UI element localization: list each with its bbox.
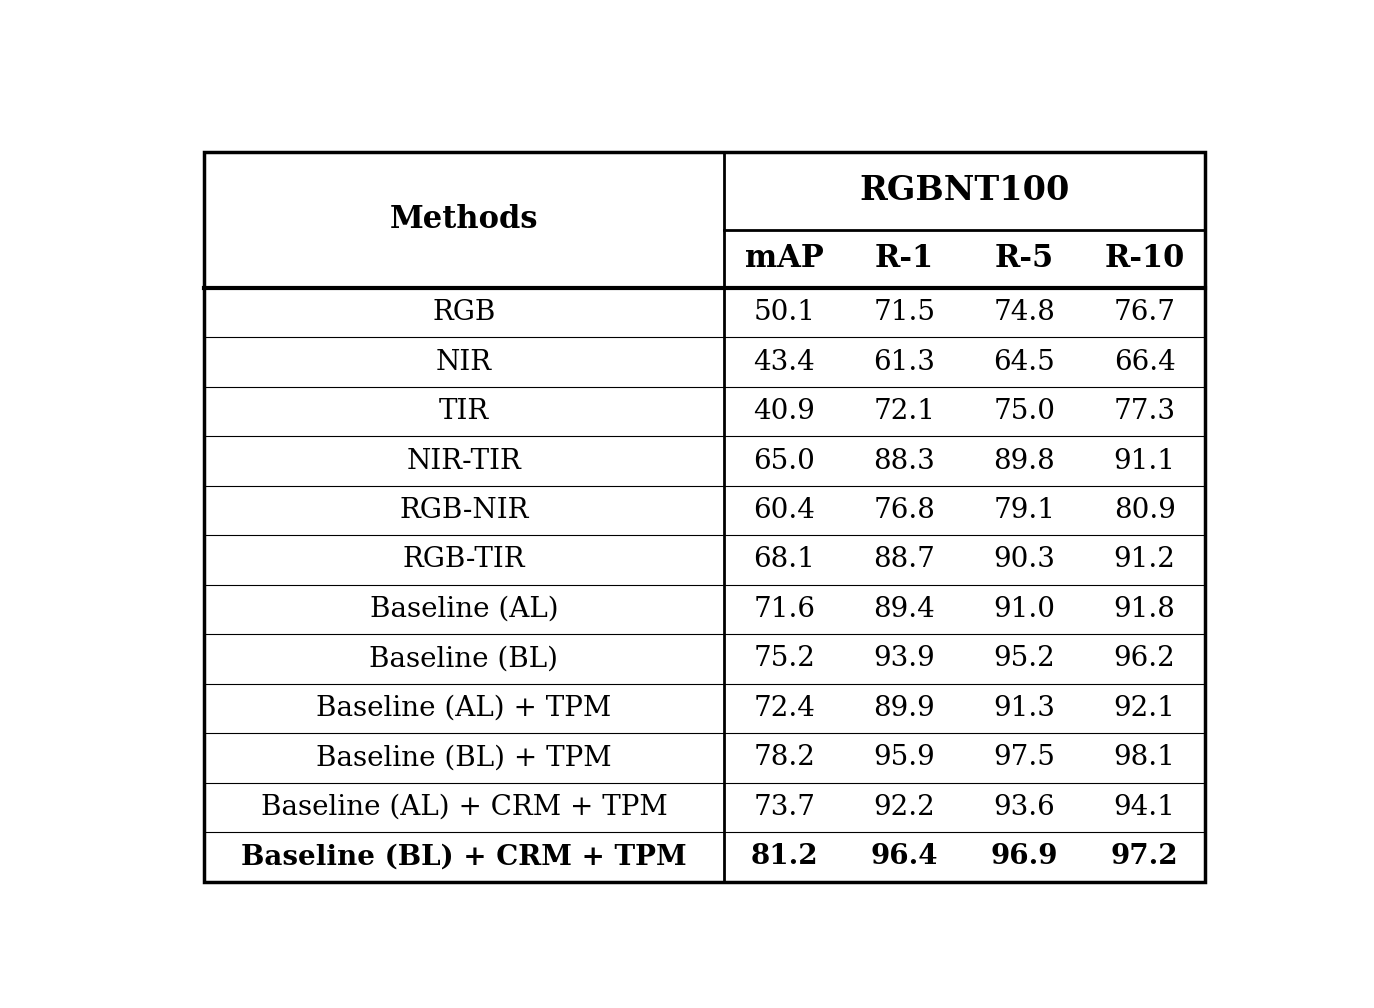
Text: 91.2: 91.2: [1114, 546, 1176, 574]
Text: 92.2: 92.2: [874, 794, 936, 821]
Text: 96.4: 96.4: [871, 844, 938, 870]
Text: Baseline (BL) + TPM: Baseline (BL) + TPM: [316, 744, 611, 771]
Text: 71.6: 71.6: [753, 596, 815, 623]
Text: 50.1: 50.1: [753, 299, 815, 326]
Text: RGB-NIR: RGB-NIR: [400, 497, 529, 524]
Text: 72.4: 72.4: [753, 695, 815, 722]
Text: mAP: mAP: [745, 243, 823, 274]
Text: 91.3: 91.3: [993, 695, 1055, 722]
Text: Baseline (BL) + CRM + TPM: Baseline (BL) + CRM + TPM: [240, 844, 687, 870]
Text: 75.0: 75.0: [993, 398, 1055, 425]
Text: 90.3: 90.3: [993, 546, 1055, 574]
Text: 64.5: 64.5: [993, 349, 1055, 376]
Text: 60.4: 60.4: [753, 497, 815, 524]
Text: 89.4: 89.4: [874, 596, 936, 623]
Text: 89.8: 89.8: [993, 448, 1055, 475]
Text: 96.2: 96.2: [1114, 645, 1176, 672]
Text: Baseline (BL): Baseline (BL): [370, 645, 558, 672]
Text: 75.2: 75.2: [753, 645, 815, 672]
Text: Baseline (AL) + CRM + TPM: Baseline (AL) + CRM + TPM: [261, 794, 668, 821]
Text: 93.9: 93.9: [874, 645, 936, 672]
Text: Methods: Methods: [390, 205, 539, 236]
Text: 68.1: 68.1: [753, 546, 815, 574]
Text: 97.2: 97.2: [1110, 844, 1179, 870]
Text: RGB-TIR: RGB-TIR: [403, 546, 525, 574]
Text: 76.8: 76.8: [874, 497, 936, 524]
Text: 71.5: 71.5: [874, 299, 936, 326]
Text: RGBNT100: RGBNT100: [859, 174, 1069, 208]
Text: 76.7: 76.7: [1113, 299, 1176, 326]
Text: 72.1: 72.1: [874, 398, 936, 425]
Text: 98.1: 98.1: [1114, 744, 1176, 771]
Text: 43.4: 43.4: [753, 349, 815, 376]
Text: 40.9: 40.9: [753, 398, 815, 425]
Text: 95.2: 95.2: [993, 645, 1055, 672]
Text: R-1: R-1: [875, 243, 934, 274]
Text: 91.1: 91.1: [1113, 448, 1176, 475]
Text: 80.9: 80.9: [1114, 497, 1176, 524]
Text: 88.3: 88.3: [874, 448, 936, 475]
Text: NIR-TIR: NIR-TIR: [407, 448, 521, 475]
Text: Baseline (AL): Baseline (AL): [370, 596, 558, 623]
Text: 88.7: 88.7: [874, 546, 936, 574]
Text: 97.5: 97.5: [993, 744, 1055, 771]
Text: 96.9: 96.9: [991, 844, 1058, 870]
Text: 95.9: 95.9: [874, 744, 936, 771]
Text: R-10: R-10: [1105, 243, 1184, 274]
Text: 81.2: 81.2: [750, 844, 818, 870]
Text: 61.3: 61.3: [874, 349, 936, 376]
Text: 66.4: 66.4: [1114, 349, 1176, 376]
Text: NIR: NIR: [436, 349, 492, 376]
Text: 77.3: 77.3: [1113, 398, 1176, 425]
Text: 89.9: 89.9: [874, 695, 936, 722]
Text: 92.1: 92.1: [1114, 695, 1176, 722]
Text: 91.8: 91.8: [1114, 596, 1176, 623]
Text: 94.1: 94.1: [1114, 794, 1176, 821]
Text: 79.1: 79.1: [993, 497, 1055, 524]
Text: RGB: RGB: [433, 299, 496, 326]
Text: 73.7: 73.7: [753, 794, 815, 821]
Text: TIR: TIR: [438, 398, 489, 425]
Text: Baseline (AL) + TPM: Baseline (AL) + TPM: [316, 695, 611, 722]
Text: 65.0: 65.0: [753, 448, 815, 475]
Text: 74.8: 74.8: [993, 299, 1055, 326]
Text: 91.0: 91.0: [993, 596, 1055, 623]
Text: 93.6: 93.6: [993, 794, 1055, 821]
Text: 78.2: 78.2: [753, 744, 815, 771]
Text: R-5: R-5: [995, 243, 1054, 274]
